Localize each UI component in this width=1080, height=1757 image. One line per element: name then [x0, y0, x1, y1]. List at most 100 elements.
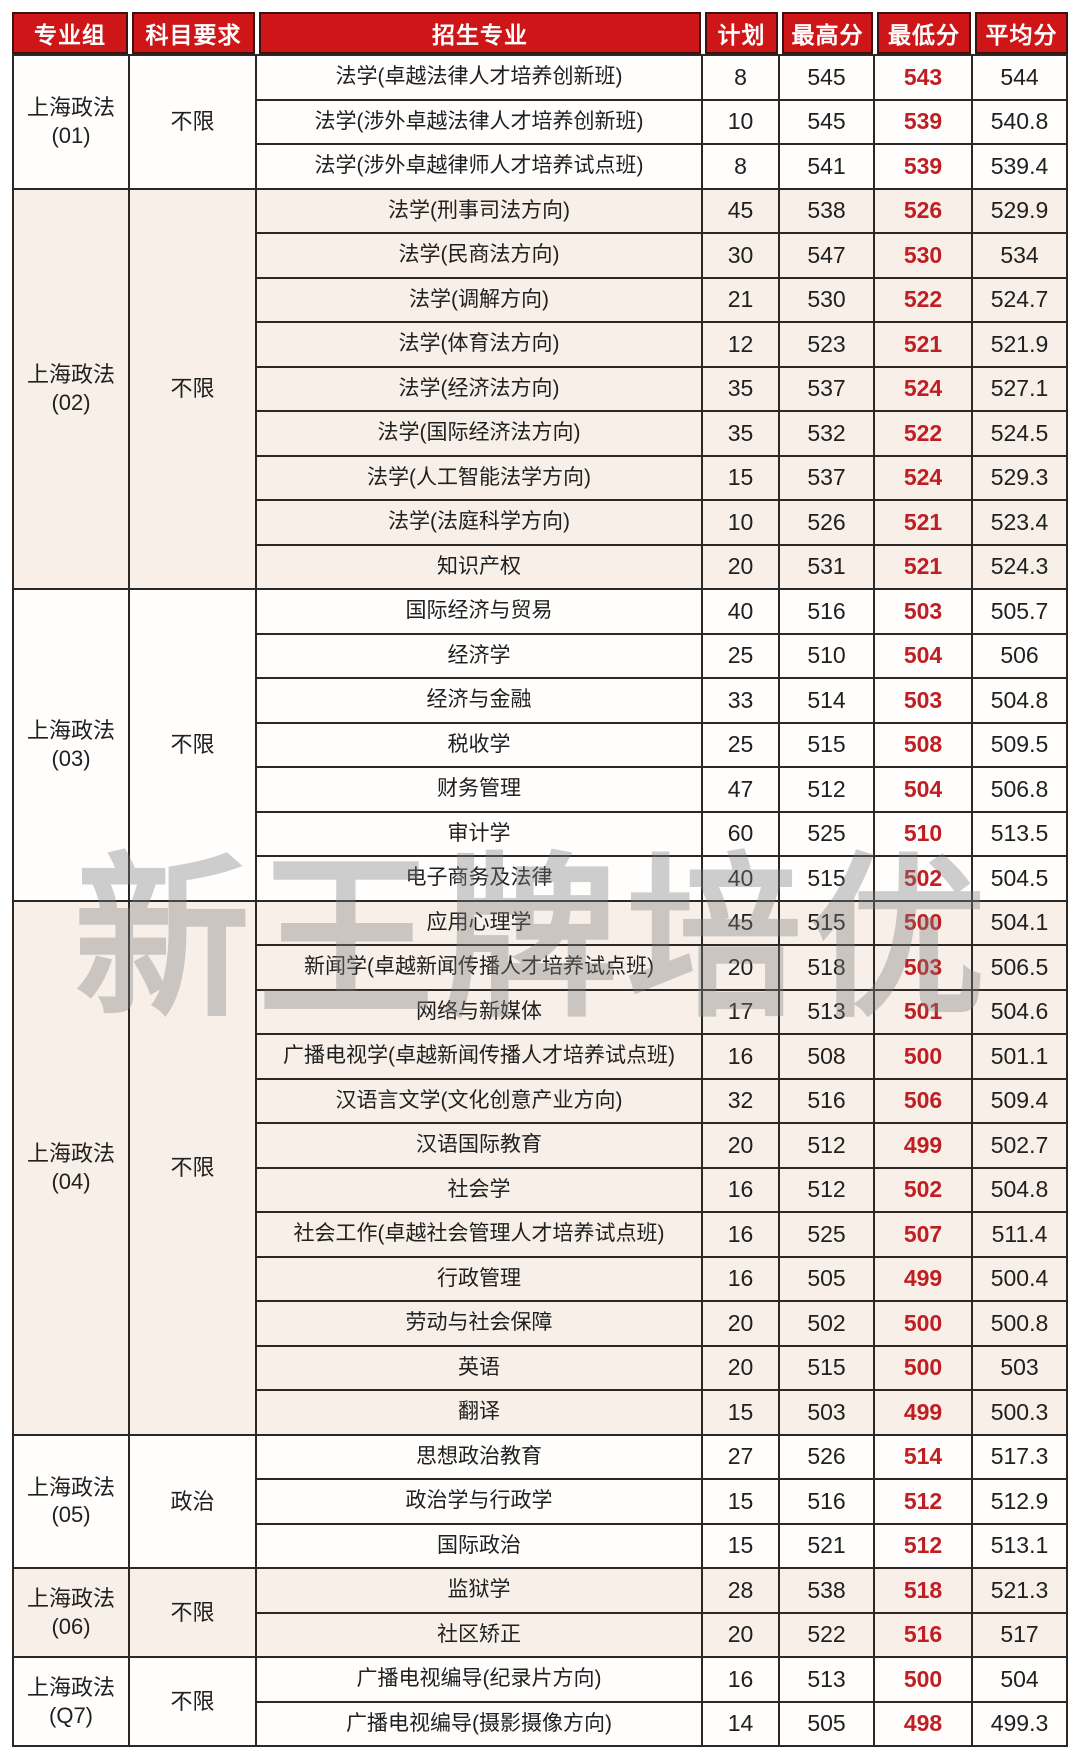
min-score-cell: 521 [875, 501, 973, 546]
min-score-cell: 512 [875, 1524, 973, 1569]
major-cell: 网络与新媒体 [257, 990, 703, 1035]
plan-cell: 32 [703, 1079, 780, 1124]
plan-cell: 20 [703, 1613, 780, 1658]
max-score-cell: 515 [780, 857, 875, 902]
avg-score-cell: 529.3 [973, 456, 1068, 501]
avg-score-cell: 523.4 [973, 501, 1068, 546]
avg-score-cell: 509.5 [973, 723, 1068, 768]
plan-cell: 16 [703, 1035, 780, 1080]
max-score-cell: 512 [780, 1124, 875, 1169]
min-score-cell: 504 [875, 634, 973, 679]
min-score-cell: 539 [875, 100, 973, 145]
plan-cell: 10 [703, 501, 780, 546]
max-score-cell: 512 [780, 768, 875, 813]
avg-score-cell: 534 [973, 234, 1068, 279]
plan-cell: 16 [703, 1257, 780, 1302]
min-score-cell: 543 [875, 56, 973, 101]
header-cell-major: 招生专业 [259, 12, 701, 54]
plan-cell: 20 [703, 1124, 780, 1169]
group-code: (04) [51, 1168, 91, 1194]
major-cell: 国际经济与贸易 [257, 590, 703, 635]
max-score-cell: 537 [780, 367, 875, 412]
avg-score-cell: 506 [973, 634, 1068, 679]
min-score-cell: 521 [875, 545, 973, 590]
max-score-cell: 538 [780, 189, 875, 234]
major-cell: 汉语国际教育 [257, 1124, 703, 1169]
plan-cell: 16 [703, 1168, 780, 1213]
major-cell: 财务管理 [257, 768, 703, 813]
avg-score-cell: 504.5 [973, 857, 1068, 902]
major-cell: 法学(涉外卓越律师人才培养试点班) [257, 145, 703, 190]
plan-cell: 17 [703, 990, 780, 1035]
min-score-cell: 506 [875, 1079, 973, 1124]
major-cell: 经济与金融 [257, 679, 703, 724]
max-score-cell: 515 [780, 901, 875, 946]
max-score-cell: 545 [780, 100, 875, 145]
plan-cell: 8 [703, 145, 780, 190]
max-score-cell: 515 [780, 723, 875, 768]
group-code: (02) [51, 389, 91, 415]
major-cell: 翻译 [257, 1391, 703, 1436]
avg-score-cell: 499.3 [973, 1702, 1068, 1747]
avg-score-cell: 502.7 [973, 1124, 1068, 1169]
max-score-cell: 515 [780, 1346, 875, 1391]
avg-score-cell: 509.4 [973, 1079, 1068, 1124]
min-score-cell: 521 [875, 323, 973, 368]
max-score-cell: 545 [780, 56, 875, 101]
subject-requirement-cell: 政治 [130, 1435, 257, 1569]
min-score-cell: 526 [875, 189, 973, 234]
min-score-cell: 524 [875, 456, 973, 501]
avg-score-cell: 504.1 [973, 901, 1068, 946]
min-score-cell: 499 [875, 1124, 973, 1169]
major-cell: 监狱学 [257, 1569, 703, 1614]
group-cell: 上海政法 (01) [14, 56, 130, 190]
major-group-block: 上海政法 (04) 不限 应用心理学 45 515 500 504.1 新闻学(卓越新闻传播人才… [14, 901, 1068, 1436]
max-score-cell: 516 [780, 1079, 875, 1124]
plan-cell: 8 [703, 56, 780, 101]
group-name: 上海政法 [26, 1141, 115, 1166]
max-score-cell: 513 [780, 1658, 875, 1703]
avg-score-cell: 504 [973, 1658, 1068, 1703]
major-group-block: 上海政法 (05) 政治 思想政治教育 27 526 514 517.3 政治学与行政学 15 51… [14, 1435, 1068, 1569]
min-score-cell: 503 [875, 946, 973, 991]
max-score-cell: 508 [780, 1035, 875, 1080]
max-score-cell: 525 [780, 812, 875, 857]
plan-cell: 20 [703, 946, 780, 991]
major-cell: 国际政治 [257, 1524, 703, 1569]
plan-cell: 33 [703, 679, 780, 724]
plan-cell: 45 [703, 189, 780, 234]
max-score-cell: 505 [780, 1702, 875, 1747]
group-cell: 上海政法 (02) [14, 189, 130, 590]
max-score-cell: 537 [780, 456, 875, 501]
min-score-cell: 508 [875, 723, 973, 768]
header-cell-plan: 计划 [705, 12, 778, 54]
min-score-cell: 522 [875, 412, 973, 457]
major-group-block: 上海政法 (02) 不限 法学(刑事司法方向) 45 538 526 529.9 法学(民商法方… [14, 189, 1068, 590]
major-cell: 法学(民商法方向) [257, 234, 703, 279]
major-cell: 新闻学(卓越新闻传播人才培养试点班) [257, 946, 703, 991]
subject-requirement-cell: 不限 [130, 901, 257, 1436]
max-score-cell: 541 [780, 145, 875, 190]
min-score-cell: 522 [875, 278, 973, 323]
plan-cell: 21 [703, 278, 780, 323]
avg-score-cell: 500.3 [973, 1391, 1068, 1436]
avg-score-cell: 513.1 [973, 1524, 1068, 1569]
header-cell-group: 专业组 [12, 12, 128, 54]
major-cell: 英语 [257, 1346, 703, 1391]
avg-score-cell: 527.1 [973, 367, 1068, 412]
max-score-cell: 505 [780, 1257, 875, 1302]
min-score-cell: 510 [875, 812, 973, 857]
max-score-cell: 538 [780, 1569, 875, 1614]
avg-score-cell: 524.3 [973, 545, 1068, 590]
max-score-cell: 526 [780, 1435, 875, 1480]
plan-cell: 25 [703, 723, 780, 768]
group-code: (Q7) [49, 1702, 93, 1728]
min-score-cell: 500 [875, 1346, 973, 1391]
score-table: 专业组 科目要求 招生专业 计划 最高分 最低分 平均分 上海政法 (01) 不限 法学(卓越法律… [12, 12, 1068, 1747]
group-cell: 上海政法 (Q7) [14, 1658, 130, 1747]
major-cell: 应用心理学 [257, 901, 703, 946]
major-cell: 劳动与社会保障 [257, 1302, 703, 1347]
avg-score-cell: 544 [973, 56, 1068, 101]
min-score-cell: 512 [875, 1480, 973, 1525]
